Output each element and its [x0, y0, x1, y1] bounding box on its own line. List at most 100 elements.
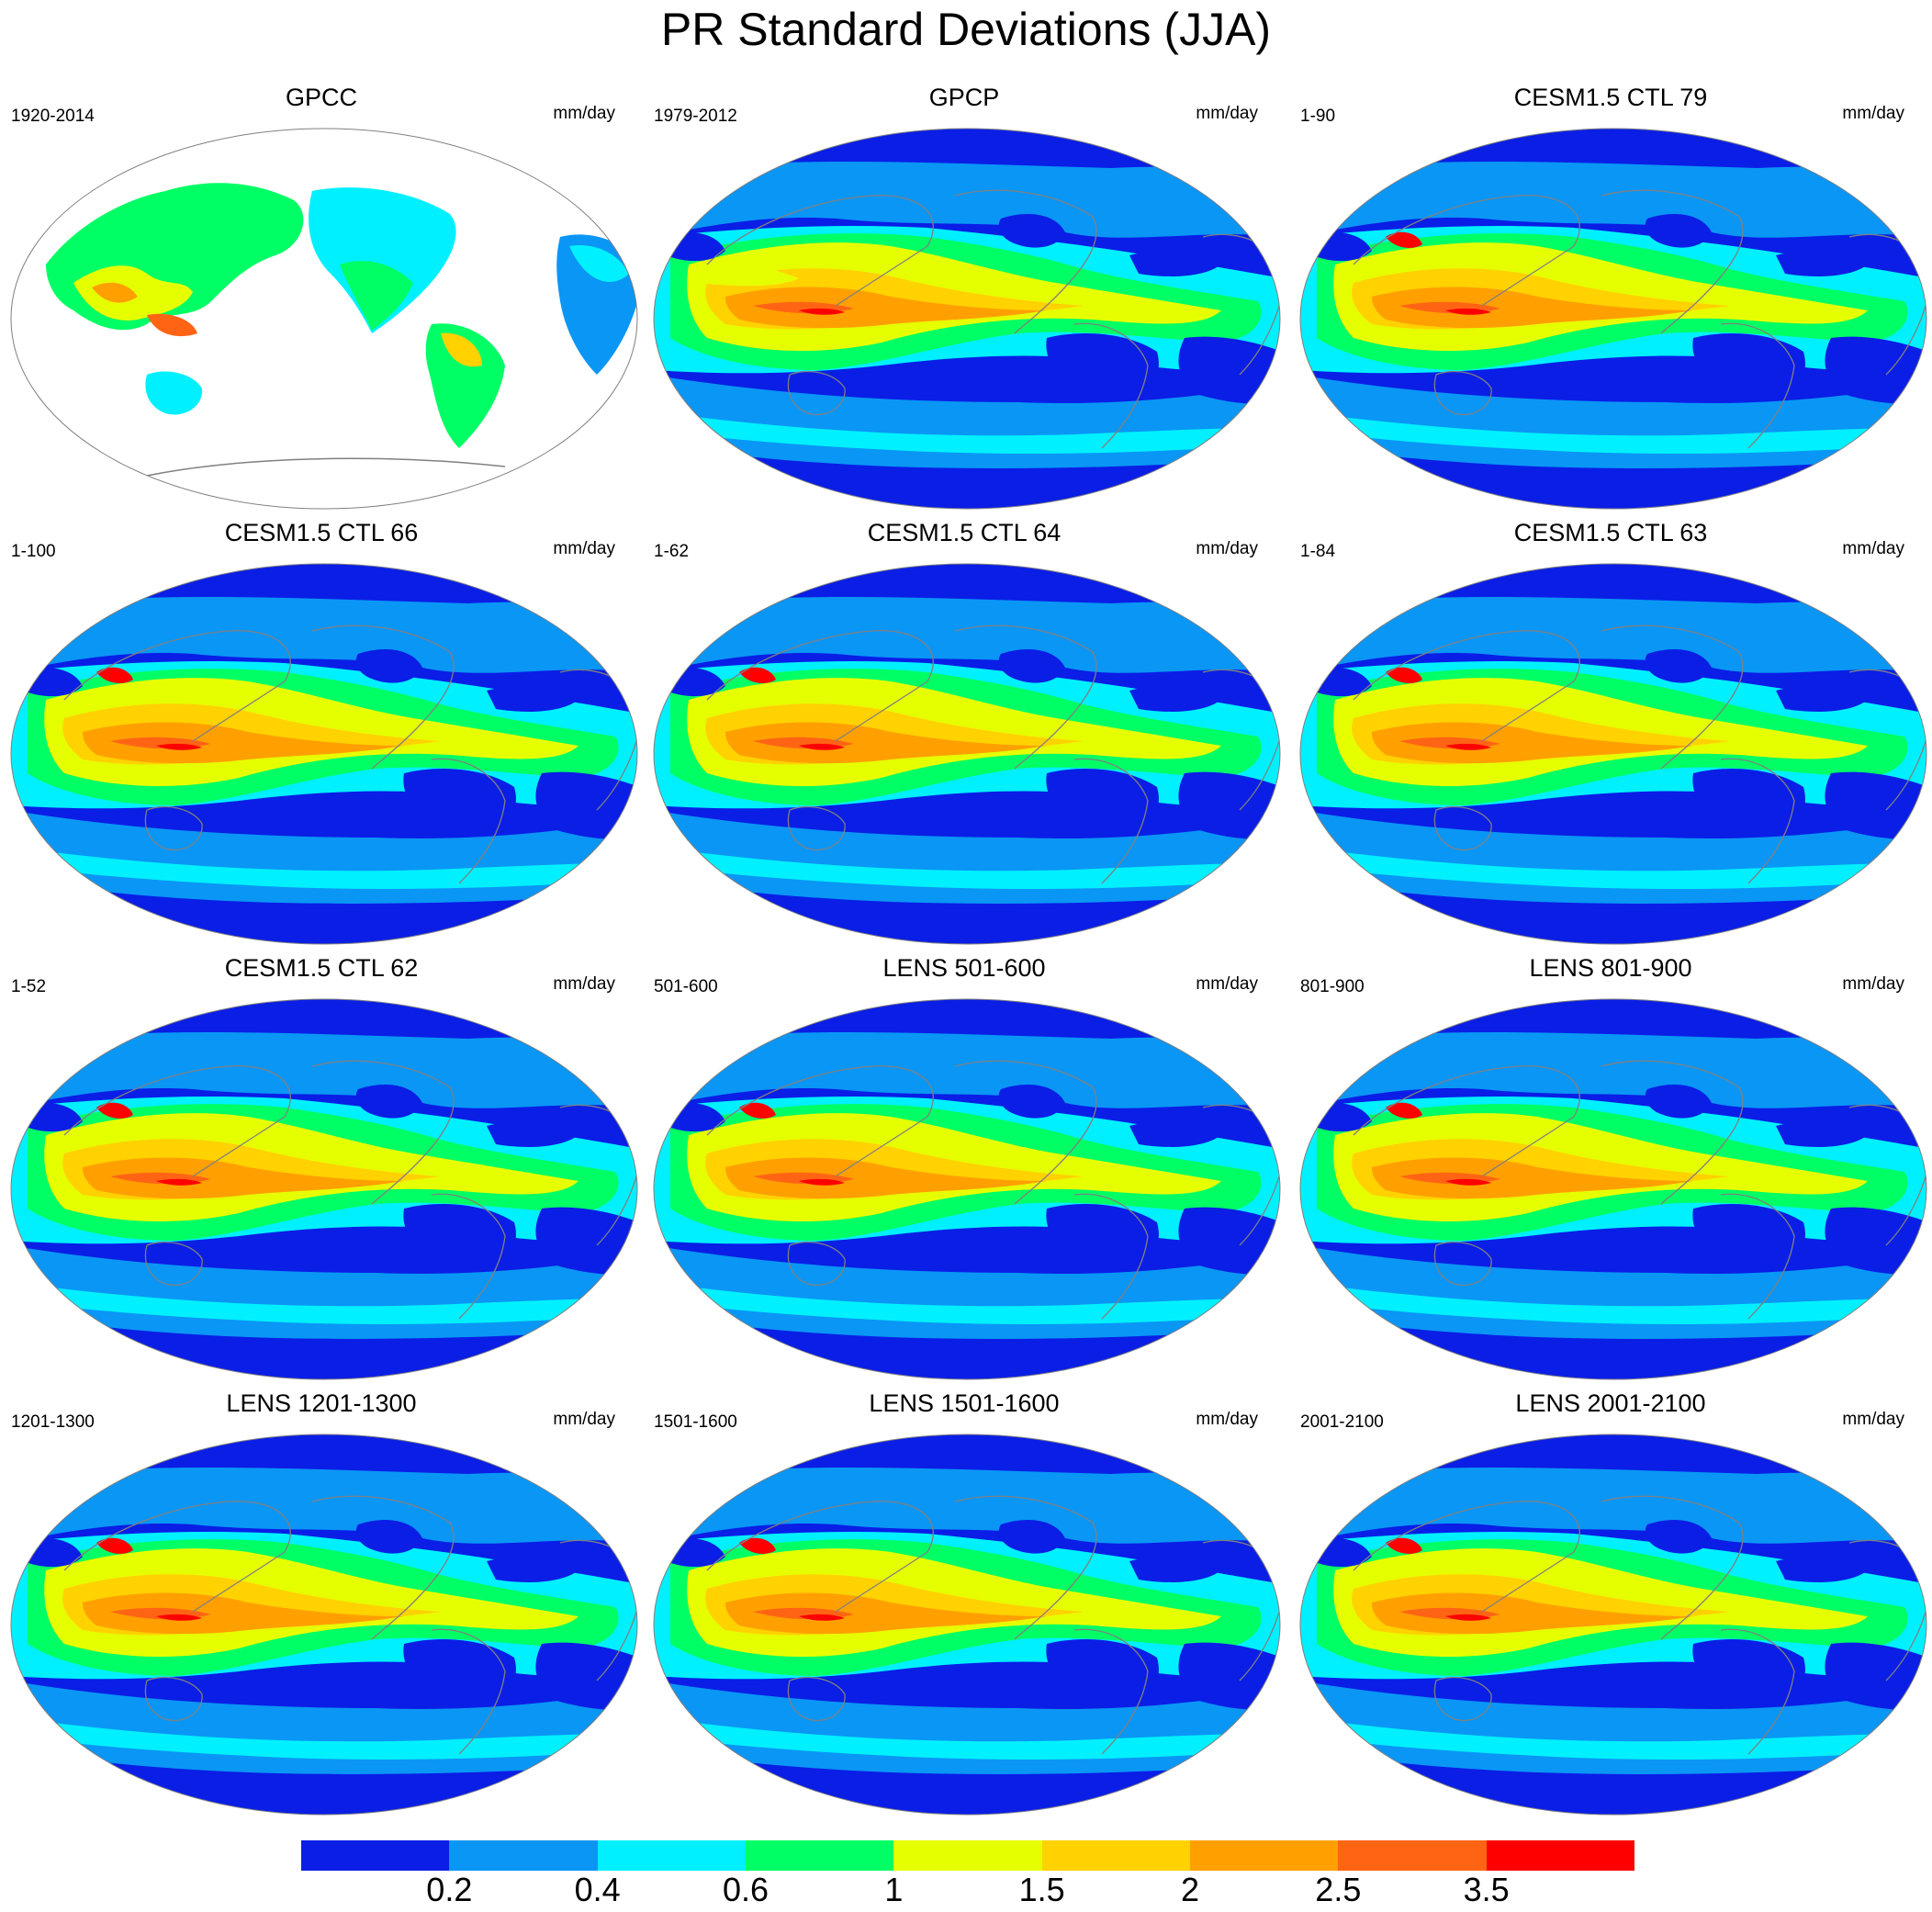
panel-title: CESM1.5 CTL 64 — [867, 519, 1061, 546]
outline-africa — [1848, 1104, 1926, 1246]
field-dry-se-pacific — [1046, 1639, 1159, 1704]
panel-period: 1920-2014 — [11, 107, 95, 126]
map-panel: CESM1.5 CTL 63 1-84 mm/day — [1289, 518, 1932, 950]
field-dry-n-pacific — [998, 649, 1065, 683]
panel-period: 1501-1600 — [654, 1412, 737, 1432]
panel-units: mm/day — [1196, 974, 1258, 994]
field-dry-s-atlantic — [1178, 771, 1280, 839]
colorbar-label: 1.5 — [1018, 1871, 1065, 1908]
field-himalaya — [96, 1102, 133, 1119]
field-south-pole — [654, 1343, 1280, 1379]
field-south-pole — [11, 1343, 637, 1379]
world-map — [10, 1434, 638, 1816]
field-nh-mid — [654, 597, 1280, 673]
field-dry-s-atlantic — [535, 1207, 637, 1275]
panel-title: CESM1.5 CTL 63 — [1513, 519, 1708, 546]
panel-units: mm/day — [553, 974, 615, 994]
field-dry-se-pacific — [1692, 1639, 1805, 1704]
panel-units: mm/day — [1842, 539, 1904, 558]
field-itcz-core — [725, 722, 1047, 764]
land-north-america — [309, 187, 456, 333]
field-dry-n-pacific — [1645, 649, 1712, 683]
field-south-pole — [11, 1778, 637, 1815]
outline-asia — [63, 1501, 291, 1613]
field-dry-se-pacific — [1046, 769, 1159, 834]
outline-asia — [63, 630, 291, 742]
colorbar-segment — [893, 1840, 1042, 1871]
field-dry-n-pacific — [1645, 1520, 1712, 1554]
outline-south-america — [431, 1193, 506, 1320]
field-dry-n-pacific — [355, 1085, 422, 1119]
map-panel: LENS 1501-1600 1501-1600 mm/day — [643, 1389, 1286, 1820]
outline-australia — [144, 805, 203, 850]
field-warmpool-max — [799, 743, 845, 750]
colorbar-segment — [1189, 1840, 1339, 1871]
field-itcz-core — [1372, 722, 1693, 764]
field-north-pole — [654, 129, 1280, 154]
map-border — [10, 998, 638, 1380]
field-north-pole — [1300, 1434, 1926, 1460]
field-sh-band — [11, 1717, 637, 1760]
field-nh-mid — [1300, 162, 1926, 238]
field-dry-se-pacific — [403, 769, 516, 834]
field-dry-n-pacific — [998, 214, 1065, 248]
outline-north-america — [954, 624, 1097, 770]
field-north-pole — [1300, 564, 1926, 590]
map-border — [1299, 128, 1927, 510]
field-sh-band — [1300, 411, 1926, 454]
world-map — [1299, 563, 1927, 945]
panel-title: LENS 1201-1300 — [226, 1389, 417, 1417]
map-border — [1299, 1434, 1927, 1816]
outline-asia — [1353, 630, 1580, 742]
outline-australia — [144, 1676, 203, 1721]
colorbar-label: 0.6 — [722, 1871, 769, 1908]
outline-africa — [559, 669, 637, 811]
field-dry-se-pacific — [1046, 333, 1159, 399]
map-panel: CESM1.5 CTL 66 1-100 mm/day — [0, 518, 643, 950]
panel-period: 1201-1300 — [11, 1412, 95, 1432]
land-amazon — [441, 332, 482, 367]
field-nh-mid — [654, 162, 1280, 238]
field-north-pole — [11, 564, 637, 590]
outline-asia — [1353, 1065, 1580, 1177]
outline-africa — [1202, 1104, 1280, 1246]
panel-title: LENS 1501-1600 — [869, 1389, 1060, 1417]
panel-units: mm/day — [553, 539, 615, 558]
outline-australia — [144, 1241, 203, 1286]
field-dry-s-atlantic — [1825, 1207, 1926, 1275]
map-panel: CESM1.5 CTL 64 1-62 mm/day — [643, 518, 1286, 950]
world-map — [653, 1434, 1281, 1816]
field-sh-band — [654, 1717, 1280, 1760]
field-dry-na — [1129, 1556, 1221, 1582]
colorbar-segment — [745, 1840, 894, 1871]
map-panel: CESM1.5 CTL 62 1-52 mm/day — [0, 953, 643, 1385]
field-himalaya — [1386, 231, 1422, 248]
map-panel: GPCC 1920-2014 mm/day — [0, 83, 643, 514]
map-panel: GPCP 1979-2012 mm/day — [643, 83, 1286, 514]
field-sh-band — [1300, 1282, 1926, 1324]
outline-north-america — [311, 624, 455, 770]
panel-title: CESM1.5 CTL 62 — [224, 954, 419, 982]
field-sh-band — [11, 1282, 637, 1324]
field-nh-mid — [654, 1032, 1280, 1108]
outline-south-america — [1073, 758, 1149, 884]
outline-south-america — [1073, 1193, 1149, 1320]
field-himalaya — [739, 1537, 776, 1554]
outline-south-america — [1720, 758, 1795, 884]
colorbar-label: 2.5 — [1315, 1871, 1362, 1908]
field-south-pole — [654, 472, 1280, 509]
world-map — [1299, 128, 1927, 510]
field-himalaya — [1386, 667, 1422, 683]
map-border — [653, 998, 1281, 1380]
field-dry-n-pacific — [355, 1520, 422, 1554]
field-dry-se-pacific — [1692, 769, 1805, 834]
colorbar-label: 0.4 — [574, 1871, 621, 1908]
field-dry-se-pacific — [1046, 1204, 1159, 1269]
field-dry-na — [487, 685, 578, 712]
map-border — [653, 563, 1281, 945]
field-nh-mid — [1300, 597, 1926, 673]
field-south-pole — [1300, 1343, 1926, 1379]
field-dry-s-atlantic — [1825, 336, 1926, 404]
outline-africa — [1848, 669, 1926, 811]
outline-australia — [1433, 1676, 1492, 1721]
